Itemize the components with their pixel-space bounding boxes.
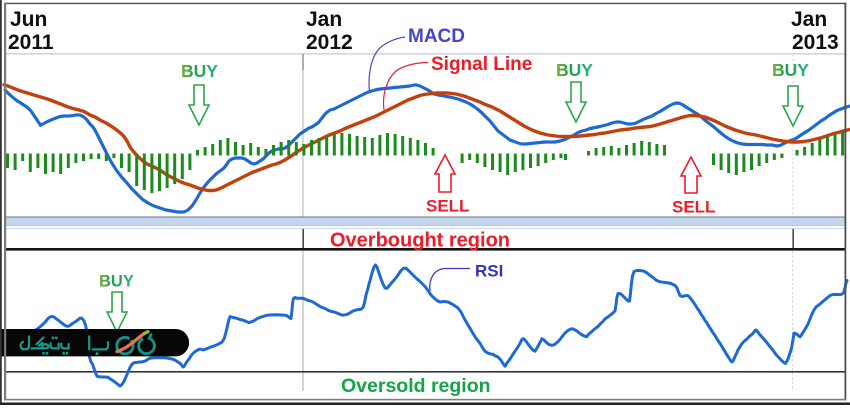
svg-text:BUY: BUY: [181, 61, 218, 81]
svg-text:Jan: Jan: [306, 8, 342, 31]
svg-text:BUY: BUY: [772, 60, 809, 80]
svg-text:2013: 2013: [792, 31, 839, 54]
svg-text:Jun: Jun: [10, 8, 47, 31]
svg-text:Overbought region: Overbought region: [330, 230, 510, 252]
svg-text:2011: 2011: [8, 31, 54, 54]
svg-text:Jan: Jan: [791, 8, 827, 31]
svg-text:RSI: RSI: [475, 262, 503, 281]
svg-text:2012: 2012: [306, 31, 353, 54]
svg-text:BUY: BUY: [556, 60, 593, 80]
svg-text:Signal Line: Signal Line: [431, 54, 532, 75]
svg-text:BUY: BUY: [99, 273, 134, 291]
svg-text:SELL: SELL: [426, 197, 469, 216]
svg-text:MACD: MACD: [408, 26, 465, 47]
svg-text:SELL: SELL: [672, 198, 715, 217]
svg-text:Oversold region: Oversold region: [341, 375, 491, 397]
